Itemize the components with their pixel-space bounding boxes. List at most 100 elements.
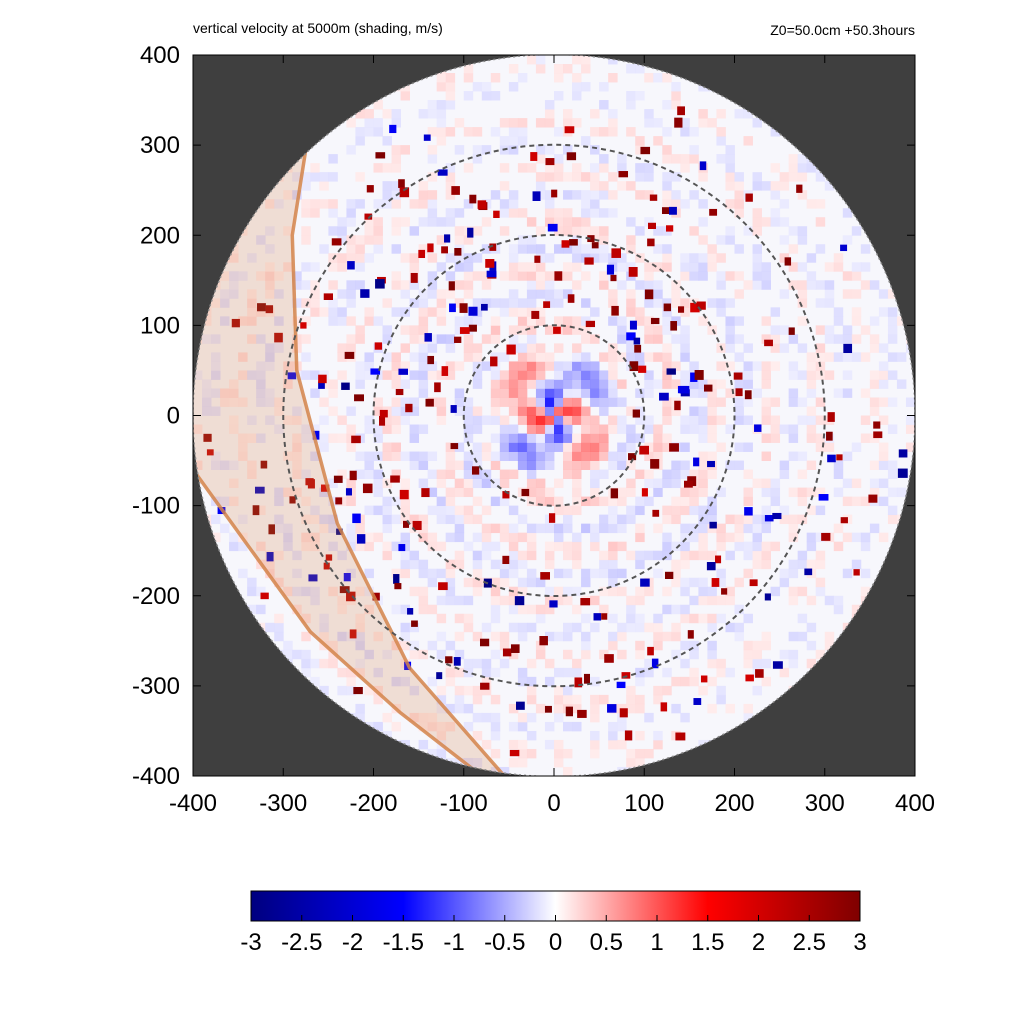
field-cell [463,541,474,552]
field-cell [833,595,844,606]
field-cell [752,271,762,281]
field-cell [734,316,744,326]
field-cell [526,658,537,669]
field-cell [400,478,410,489]
field-cell [788,370,799,380]
field-cell [707,595,717,606]
field-cell [247,298,257,308]
field-cell [418,712,429,723]
field-cell [301,208,311,218]
field-cell [770,415,781,425]
field-cell [572,532,582,543]
field-cell [770,307,781,317]
field-cell [355,244,365,254]
field-cell [544,586,555,597]
field-cell [508,433,519,443]
field-cell [355,541,365,552]
field-cell [590,442,600,452]
field-cell [635,352,645,362]
field-cell [644,658,654,669]
range-ring [462,324,646,507]
field-cell [454,208,465,218]
field-cell [499,271,510,281]
field-cell [445,505,456,516]
field-cell [608,109,618,119]
field-cell [301,199,311,209]
field-cell [508,370,519,380]
field-cell [824,352,835,362]
field-cell [851,262,862,272]
field-cell [797,631,808,642]
convective-cell [606,264,615,275]
field-cell [499,766,510,776]
field-cell [391,109,401,119]
field-cell [743,415,753,425]
field-cell [842,271,853,281]
convective-cell [424,333,432,342]
field-cell [535,55,546,65]
field-cell [445,469,456,479]
field-cell [644,109,654,119]
field-cell [608,550,618,561]
field-cell [328,298,338,308]
field-cell [743,550,753,561]
field-cell [590,244,600,254]
field-cell [617,424,627,434]
field-cell [617,712,627,723]
field-cell [725,667,735,678]
field-cell [382,325,392,335]
convective-cell [827,454,836,463]
field-cell [283,541,293,552]
field-cell [608,118,618,128]
field-cell [752,514,762,525]
field-cell [554,316,564,326]
convective-cell [583,673,591,684]
field-cell [364,226,374,236]
field-cell [572,442,582,452]
field-cell [572,343,582,353]
field-cell [508,334,519,344]
field-cell [590,712,600,723]
field-cell [626,352,636,362]
convective-cell [390,475,400,483]
field-cell [635,190,645,200]
field-cell [319,622,329,633]
convective-cell [360,289,370,298]
field-cell [572,226,582,236]
field-cell [283,262,293,272]
field-cell [310,163,320,173]
field-cell [463,415,474,425]
field-cell [229,496,239,507]
field-cell [274,406,284,416]
convective-cell [399,489,409,500]
field-cell [301,352,311,362]
field-cell [544,109,555,119]
field-cell [472,82,483,92]
field-cell [472,586,483,597]
field-cell [211,406,221,416]
field-cell [662,406,672,416]
field-cell [752,280,762,290]
field-cell [337,352,347,362]
field-cell [743,523,753,534]
field-cell [734,577,744,588]
field-cell [707,118,717,128]
field-cell [662,433,672,443]
field-cell [247,433,257,443]
field-cell [752,388,762,398]
field-cell [797,316,808,326]
colorbar-tick-label: -2.5 [281,929,322,956]
field-cell [590,622,600,633]
field-cell [274,271,284,281]
field-cell [743,370,753,380]
field-cell [743,109,753,119]
field-cell [274,487,284,498]
convective-cell [308,574,318,582]
field-cell [454,280,465,290]
field-cell [590,190,600,200]
field-cell [626,694,636,705]
field-cell [526,604,537,615]
field-cell [247,469,257,479]
field-cell [662,145,672,155]
field-cell [463,721,474,732]
